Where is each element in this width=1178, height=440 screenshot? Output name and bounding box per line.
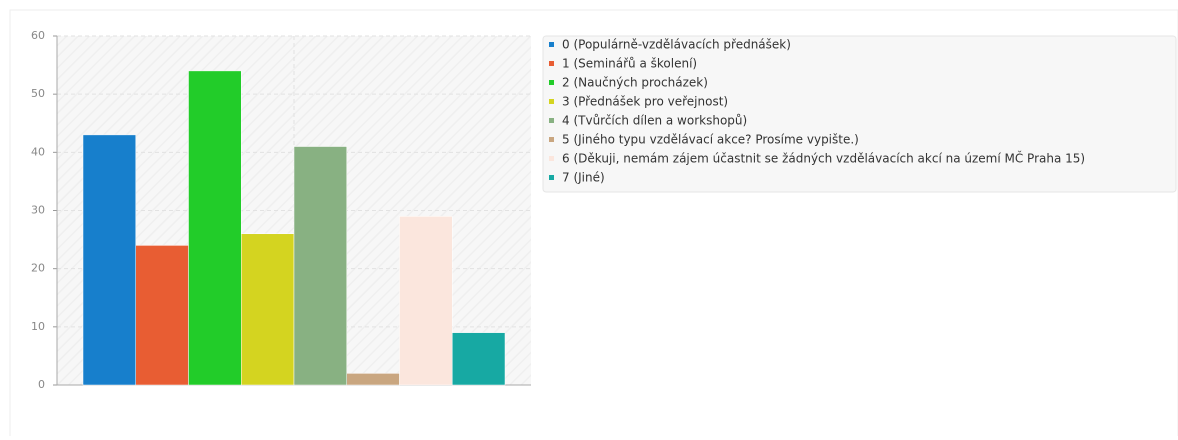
legend-label: 7 (Jiné) (562, 171, 605, 185)
legend-marker (549, 118, 554, 123)
y-tick-label: 40 (31, 145, 45, 158)
bar (399, 216, 453, 386)
y-tick-label: 30 (31, 204, 45, 217)
bar (346, 373, 400, 386)
bar (135, 245, 189, 386)
legend-label: 2 (Naučných procházek) (562, 76, 708, 90)
legend-marker (549, 80, 554, 85)
y-tick-label: 0 (38, 378, 45, 391)
legend-label: 3 (Přednášek pro veřejnost) (562, 95, 728, 109)
legend-label: 4 (Tvůrčích dílen a workshopů) (562, 114, 747, 128)
bar (452, 332, 506, 386)
legend (542, 35, 1177, 193)
legend-marker (549, 61, 554, 66)
legend-marker (549, 137, 554, 142)
legend-marker (549, 175, 554, 180)
bar (188, 70, 242, 386)
bar (293, 146, 347, 386)
y-tick-label: 20 (31, 262, 45, 275)
legend-label: 0 (Populárně-vzdělávacích přednášek) (562, 38, 791, 52)
panel (9, 9, 1178, 440)
y-tick-label: 10 (31, 320, 45, 333)
legend-marker (549, 42, 554, 47)
legend-label: 1 (Seminářů a školení) (562, 57, 697, 71)
bar (241, 233, 295, 386)
y-tick-label: 50 (31, 87, 45, 100)
legend-marker (549, 156, 554, 161)
legend-marker (549, 99, 554, 104)
legend-label: 5 (Jiného typu vzdělávací akce? Prosíme … (562, 133, 859, 147)
legend-label: 6 (Děkuji, nemám zájem účastnit se žádný… (562, 151, 1085, 166)
y-tick-label: 60 (31, 29, 45, 42)
bar (82, 134, 136, 386)
